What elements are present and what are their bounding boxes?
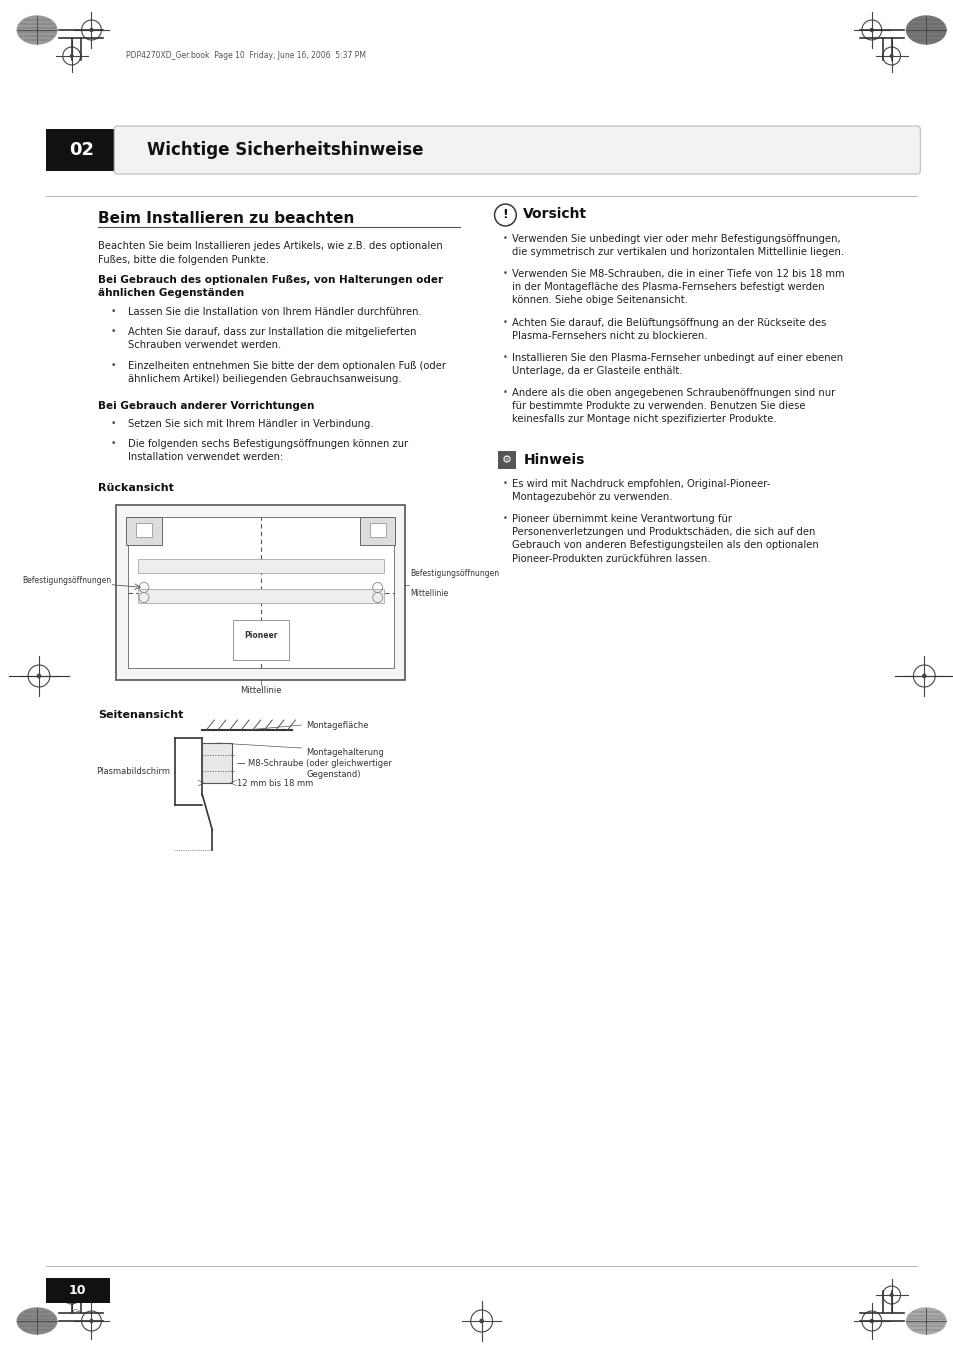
- Bar: [46, 1278, 111, 1302]
- Text: •: •: [111, 361, 115, 370]
- Text: •: •: [502, 269, 507, 278]
- Circle shape: [889, 54, 892, 57]
- Circle shape: [71, 54, 73, 57]
- Circle shape: [869, 28, 872, 31]
- Ellipse shape: [905, 1308, 945, 1333]
- Text: Installieren Sie den Plasma-Fernseher unbedingt auf einer ebenen
Unterlage, da e: Installieren Sie den Plasma-Fernseher un…: [512, 353, 842, 376]
- Bar: [233, 620, 288, 661]
- Text: Lassen Sie die Installation von Ihrem Händler durchführen.: Lassen Sie die Installation von Ihrem Hä…: [128, 307, 421, 317]
- Bar: [202, 743, 232, 784]
- Text: Verwenden Sie unbedingt vier oder mehr Befestigungsöffnungen,
die symmetrisch zu: Verwenden Sie unbedingt vier oder mehr B…: [512, 234, 843, 257]
- Ellipse shape: [17, 1308, 57, 1333]
- Text: Hinweis: Hinweis: [524, 453, 585, 467]
- Text: Bei Gebrauch anderer Vorrichtungen: Bei Gebrauch anderer Vorrichtungen: [98, 401, 314, 411]
- Bar: [116, 505, 405, 680]
- Text: Achten Sie darauf, die Belüftungsöffnung an der Rückseite des
Plasma-Fernsehers : Achten Sie darauf, die Belüftungsöffnung…: [512, 317, 826, 342]
- Bar: [128, 517, 393, 667]
- Text: Befestigungsöffnungen: Befestigungsöffnungen: [22, 576, 112, 585]
- Text: Andere als die oben angegebenen Schraubenöffnungen sind nur
für bestimmte Produk: Andere als die oben angegebenen Schraube…: [512, 388, 835, 424]
- Text: Montagefläche: Montagefläche: [306, 720, 369, 730]
- Text: 02: 02: [69, 141, 94, 159]
- Circle shape: [496, 205, 515, 224]
- Circle shape: [869, 1320, 872, 1323]
- Text: Seitenansicht: Seitenansicht: [98, 711, 184, 720]
- Text: !: !: [502, 208, 508, 220]
- Text: — M8-Schraube: — M8-Schraube: [236, 758, 303, 767]
- Circle shape: [90, 28, 92, 31]
- Text: •: •: [502, 353, 507, 362]
- Text: Es wird mit Nachdruck empfohlen, Original-Pioneer-
Montagezubehör zu verwenden.: Es wird mit Nachdruck empfohlen, Origina…: [512, 480, 770, 503]
- Bar: [136, 523, 152, 536]
- Bar: [126, 517, 162, 544]
- Text: Montagehalterung
(oder gleichwertiger
Gegenstand): Montagehalterung (oder gleichwertiger Ge…: [306, 748, 392, 780]
- Text: Mittellinie: Mittellinie: [410, 589, 448, 597]
- Bar: [138, 558, 383, 573]
- Text: Pioneer übernimmt keine Verantwortung für
Personenverletzungen und Produktschäde: Pioneer übernimmt keine Verantwortung fü…: [512, 513, 819, 563]
- Text: Plasmabildschirm: Plasmabildschirm: [95, 767, 170, 775]
- Bar: [498, 451, 516, 469]
- Circle shape: [37, 674, 41, 678]
- Text: Die folgenden sechs Befestigungsöffnungen können zur
Installation verwendet werd: Die folgenden sechs Befestigungsöffnunge…: [128, 439, 408, 462]
- Text: Beachten Sie beim Installieren jedes Artikels, wie z.B. des optionalen
Fußes, bi: Beachten Sie beim Installieren jedes Art…: [98, 240, 443, 265]
- Text: Wichtige Sicherheitshinweise: Wichtige Sicherheitshinweise: [147, 141, 423, 159]
- Circle shape: [71, 1294, 73, 1297]
- Circle shape: [90, 1320, 92, 1323]
- Text: •: •: [502, 234, 507, 243]
- Text: Rückansicht: Rückansicht: [98, 484, 174, 493]
- Text: 10: 10: [69, 1285, 87, 1297]
- Text: Pioneer: Pioneer: [244, 631, 277, 640]
- Text: Beim Installieren zu beachten: Beim Installieren zu beachten: [98, 211, 355, 226]
- FancyBboxPatch shape: [114, 126, 920, 174]
- Text: Achten Sie darauf, dass zur Installation die mitgelieferten
Schrauben verwendet : Achten Sie darauf, dass zur Installation…: [128, 327, 416, 350]
- Text: Verwenden Sie M8-Schrauben, die in einer Tiefe von 12 bis 18 mm
in der Montagefl: Verwenden Sie M8-Schrauben, die in einer…: [512, 269, 844, 305]
- Text: Setzen Sie sich mit Ihrem Händler in Verbindung.: Setzen Sie sich mit Ihrem Händler in Ver…: [128, 419, 374, 430]
- Text: Befestigungsöffnungen: Befestigungsöffnungen: [410, 570, 499, 578]
- Ellipse shape: [17, 16, 57, 45]
- Text: •: •: [111, 419, 115, 428]
- Circle shape: [889, 1294, 892, 1297]
- Ellipse shape: [905, 16, 945, 45]
- Text: •: •: [502, 513, 507, 523]
- Text: •: •: [111, 307, 115, 316]
- Text: Vorsicht: Vorsicht: [522, 207, 587, 222]
- Text: ⚙: ⚙: [502, 455, 512, 465]
- Text: •: •: [502, 317, 507, 327]
- Text: •: •: [502, 480, 507, 488]
- Text: •: •: [502, 388, 507, 397]
- Bar: [359, 517, 395, 544]
- Text: Einzelheiten entnehmen Sie bitte der dem optionalen Fuß (oder
ähnlichem Artikel): Einzelheiten entnehmen Sie bitte der dem…: [128, 361, 446, 384]
- Circle shape: [922, 674, 925, 678]
- Text: •: •: [111, 327, 115, 336]
- Circle shape: [494, 204, 516, 226]
- Bar: [138, 589, 383, 603]
- Text: Ge: Ge: [72, 1309, 82, 1315]
- Text: 12 mm bis 18 mm: 12 mm bis 18 mm: [236, 778, 313, 788]
- Bar: [370, 523, 385, 536]
- Text: Bei Gebrauch des optionalen Fußes, von Halterungen oder
ähnlichen Gegenständen: Bei Gebrauch des optionalen Fußes, von H…: [98, 276, 443, 299]
- Text: Mittellinie: Mittellinie: [240, 686, 281, 694]
- Bar: [46, 128, 117, 172]
- Text: PDP4270XD_Ger.book  Page 10  Friday, June 16, 2006  5:37 PM: PDP4270XD_Ger.book Page 10 Friday, June …: [126, 51, 366, 61]
- Circle shape: [479, 1320, 483, 1323]
- Text: •: •: [111, 439, 115, 449]
